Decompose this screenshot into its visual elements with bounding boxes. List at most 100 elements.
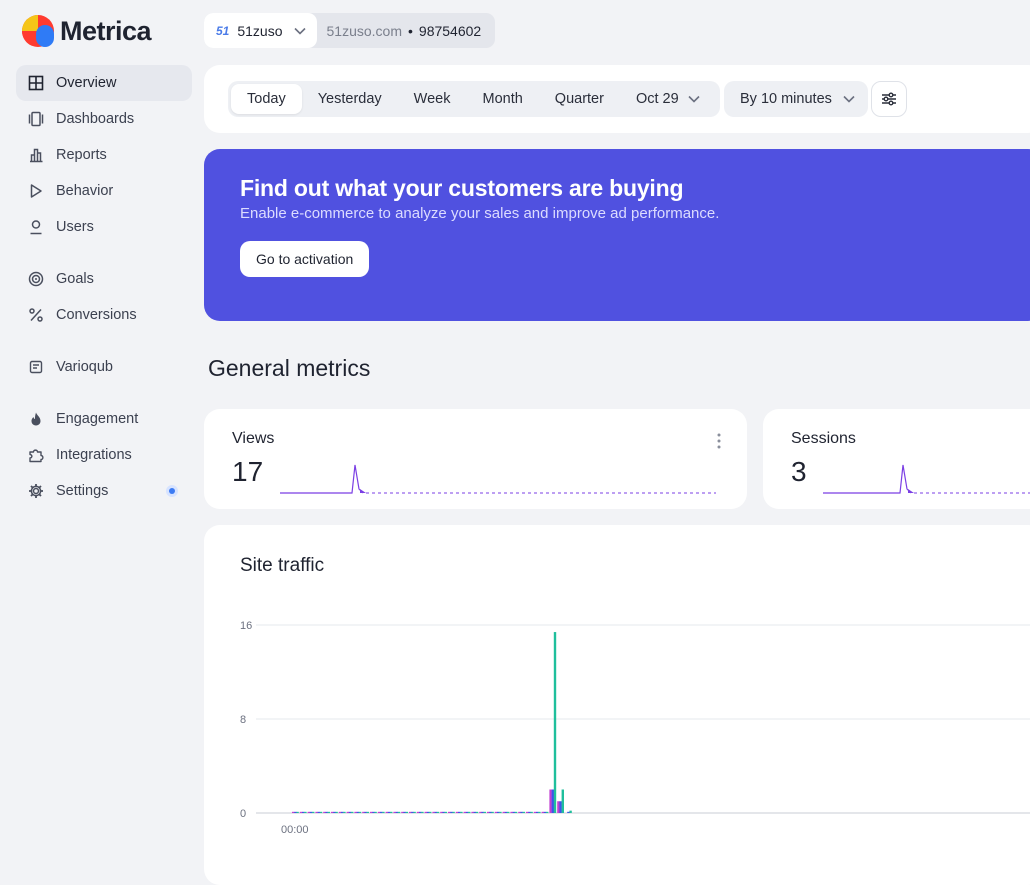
go-to-activation-button[interactable]: Go to activation	[240, 241, 370, 277]
sidebar-item-label: Engagement	[56, 411, 139, 427]
y-tick-label: 8	[240, 714, 246, 726]
site-traffic-title: Site traffic	[240, 555, 325, 576]
grid-icon	[28, 75, 44, 91]
bar	[354, 811, 357, 814]
bar	[319, 811, 323, 814]
sidebar-item-label: Varioqub	[56, 359, 113, 375]
bar	[317, 811, 320, 814]
metrica-logo[interactable]: Metrica	[22, 15, 152, 47]
bar	[502, 811, 505, 814]
sessions-value: 3	[791, 456, 807, 487]
bar	[292, 811, 295, 814]
sidebar-item-integrations[interactable]: Integrations	[16, 437, 192, 473]
user-icon	[28, 219, 44, 235]
sidebar-item-varioqub[interactable]: Varioqub	[16, 349, 192, 385]
bar	[358, 811, 362, 814]
chevron-down-icon	[688, 95, 700, 103]
bar-chart-icon	[28, 147, 44, 163]
sidebar-item-users[interactable]: Users	[16, 209, 192, 245]
bar	[436, 811, 440, 814]
sliders-icon	[882, 92, 896, 106]
period-quarter-button[interactable]: Quarter	[554, 91, 604, 107]
sidebar-item-behavior[interactable]: Behavior	[16, 173, 192, 209]
interval-dropdown[interactable]: By 10 minutes	[724, 81, 868, 117]
date-label: Oct 29	[635, 91, 679, 107]
bar	[426, 811, 430, 814]
bar	[463, 811, 466, 814]
bar	[323, 811, 326, 814]
interval-label: By 10 minutes	[740, 91, 832, 107]
site-info: 51zuso.com • 98754602	[317, 23, 496, 39]
sidebar-item-settings[interactable]: Settings	[16, 473, 192, 509]
nav-spacer	[16, 333, 192, 349]
bar	[413, 811, 416, 814]
metrica-logo-icon	[22, 15, 54, 47]
date-picker-button[interactable]: Oct 29	[620, 84, 717, 114]
percent-icon	[28, 307, 44, 323]
bar	[538, 811, 541, 814]
bar	[315, 811, 318, 814]
views-metric-card[interactable]: Views 17	[204, 409, 747, 509]
bar	[351, 811, 354, 814]
bar	[296, 811, 299, 814]
bar	[512, 811, 515, 814]
bar	[497, 811, 500, 814]
bar	[294, 811, 297, 814]
sidebar-item-engagement[interactable]: Engagement	[16, 401, 192, 437]
site-traffic-chart: 0 8 16 00:00	[240, 620, 1030, 836]
bar	[510, 811, 513, 814]
kebab-menu-icon[interactable]	[717, 433, 721, 449]
notification-dot	[166, 485, 178, 497]
bar	[551, 789, 554, 813]
bar	[304, 811, 307, 814]
period-month-button[interactable]: Month	[482, 91, 523, 107]
bar	[487, 811, 490, 814]
bar	[382, 811, 385, 814]
bar	[362, 811, 365, 814]
bar	[380, 811, 383, 814]
filter-settings-button[interactable]	[871, 81, 907, 117]
period-yesterday-button[interactable]: Yesterday	[317, 91, 382, 107]
period-today-button[interactable]: Today	[231, 84, 302, 114]
period-week-button[interactable]: Week	[413, 91, 451, 107]
x-tick-label: 00:00	[281, 824, 309, 836]
flame-icon	[28, 411, 44, 427]
bar	[341, 811, 344, 814]
bar	[309, 811, 313, 814]
sidebar-item-overview[interactable]: Overview	[16, 65, 192, 101]
bar	[377, 811, 381, 814]
site-dropdown[interactable]: 51 51zuso	[204, 13, 317, 48]
sidebar-nav: Overview Dashboards Reports Behavior Use…	[16, 65, 192, 509]
bar	[397, 811, 401, 814]
chevron-down-icon	[843, 95, 855, 103]
site-domain: 51zuso.com	[326, 22, 402, 39]
sidebar-item-reports[interactable]: Reports	[16, 137, 192, 173]
separator: •	[408, 22, 413, 39]
bar	[483, 811, 486, 814]
sessions-metric-card[interactable]: Sessions 3	[763, 409, 1030, 509]
bar	[507, 811, 510, 814]
bar	[327, 811, 330, 814]
bar	[473, 811, 476, 814]
bar	[514, 811, 518, 814]
bar	[385, 811, 388, 814]
sidebar-item-dashboards[interactable]: Dashboards	[16, 101, 192, 137]
bar	[458, 811, 461, 814]
play-icon	[28, 183, 44, 199]
bar	[489, 811, 492, 814]
bar	[338, 811, 342, 814]
bar	[424, 811, 427, 814]
bar	[533, 811, 537, 814]
bar	[346, 811, 349, 814]
site-name: 51zuso	[237, 22, 283, 39]
bar	[561, 789, 564, 813]
site-selector[interactable]: 51 51zuso 51zuso.com • 98754602	[204, 13, 496, 48]
bar	[549, 789, 552, 813]
y-tick-label: 16	[240, 620, 252, 632]
bar	[356, 811, 359, 814]
sidebar-item-label: Reports	[56, 147, 107, 163]
sidebar-item-goals[interactable]: Goals	[16, 261, 192, 297]
site-traffic-card: Site traffic 0 8 16 00:00	[204, 525, 1030, 885]
bar	[468, 811, 471, 814]
sidebar-item-conversions[interactable]: Conversions	[16, 297, 192, 333]
